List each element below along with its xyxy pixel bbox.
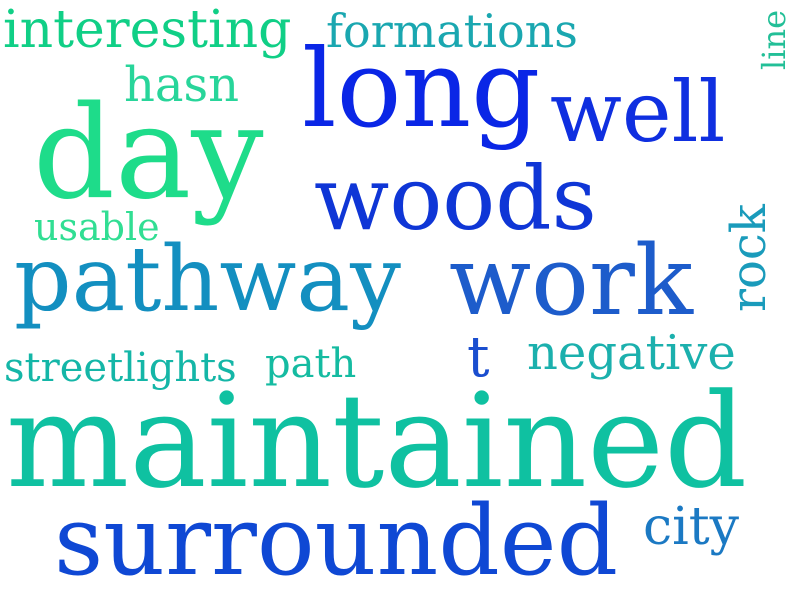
word-rock: rock (721, 203, 777, 312)
word-woods: woods (314, 147, 597, 250)
word-maintained: maintained (6, 365, 747, 517)
word-surrounded: surrounded (54, 485, 618, 597)
word-formations: formations (326, 4, 578, 58)
word-work: work (449, 225, 694, 337)
word-t: t (467, 325, 490, 390)
word-long: long (302, 27, 540, 152)
word-usable: usable (34, 205, 160, 249)
word-interesting: interesting (3, 0, 291, 60)
word-day: day (33, 79, 264, 228)
word-well: well (550, 63, 725, 161)
word-path: path (265, 341, 356, 387)
word-negative: negative (527, 325, 736, 381)
word-streetlights: streetlights (4, 345, 237, 391)
word-line: line (755, 10, 793, 70)
word-hasn: hasn (124, 57, 239, 113)
word-pathway: pathway (14, 227, 401, 332)
word-city: city (643, 497, 740, 557)
